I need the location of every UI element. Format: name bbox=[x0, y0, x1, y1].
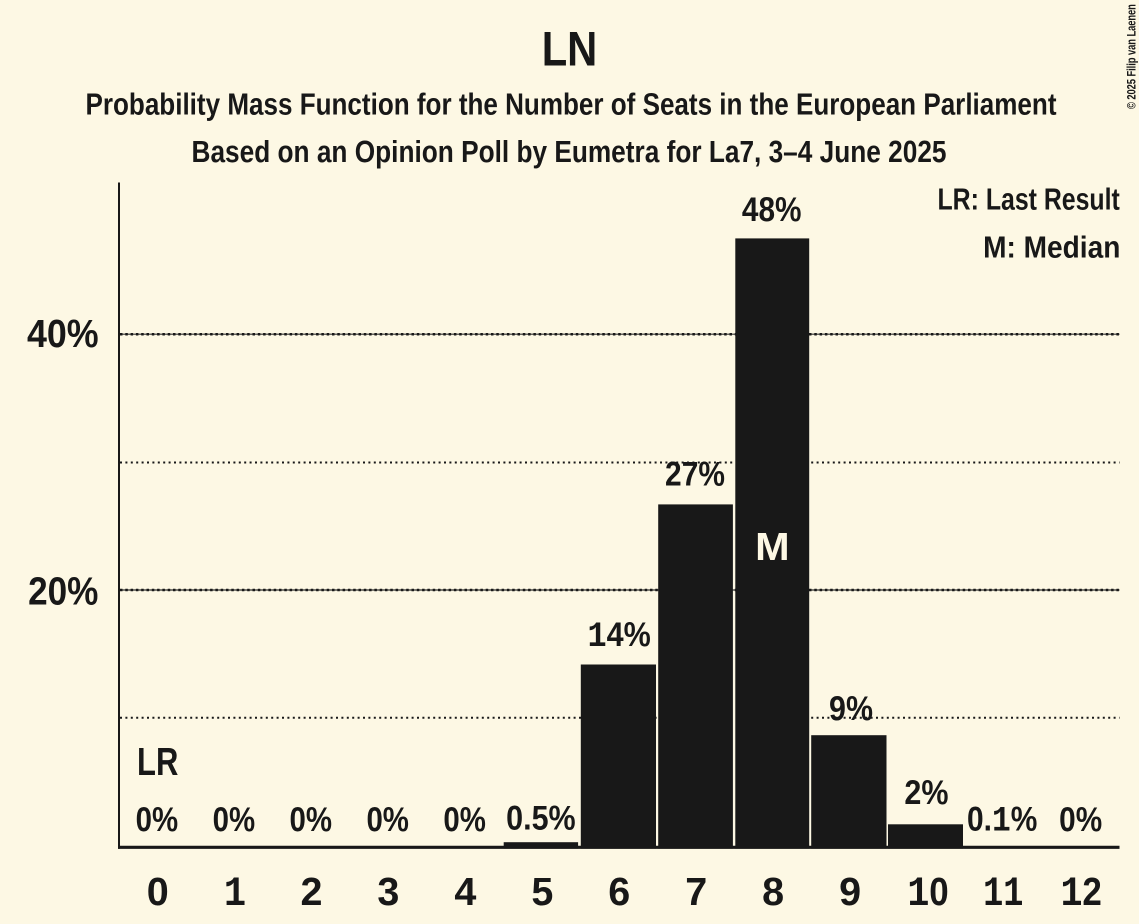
svg-text:Probability Mass Function for: Probability Mass Function for the Number… bbox=[86, 88, 1057, 122]
svg-text:6: 6 bbox=[608, 870, 630, 914]
svg-text:0.1%: 0.1% bbox=[967, 801, 1037, 839]
svg-text:0%: 0% bbox=[136, 801, 179, 839]
svg-text:2%: 2% bbox=[904, 774, 948, 812]
svg-text:LR: LR bbox=[137, 740, 179, 784]
svg-text:11: 11 bbox=[983, 870, 1023, 914]
svg-text:0%: 0% bbox=[213, 801, 256, 839]
svg-text:0%: 0% bbox=[366, 801, 409, 839]
svg-text:0: 0 bbox=[147, 870, 169, 914]
svg-text:LR: Last Result: LR: Last Result bbox=[938, 182, 1120, 216]
svg-text:0.5%: 0.5% bbox=[506, 799, 576, 837]
svg-text:4: 4 bbox=[454, 870, 477, 914]
svg-text:27%: 27% bbox=[665, 455, 725, 493]
svg-text:Based on an Opinion Poll by Eu: Based on an Opinion Poll by Eumetra for … bbox=[192, 135, 947, 169]
svg-text:8: 8 bbox=[762, 870, 784, 914]
svg-text:5: 5 bbox=[531, 870, 553, 914]
svg-text:0%: 0% bbox=[290, 801, 333, 839]
svg-text:M: M bbox=[755, 525, 790, 569]
svg-text:M: Median: M: Median bbox=[983, 231, 1120, 265]
svg-text:7: 7 bbox=[685, 870, 707, 914]
svg-text:2: 2 bbox=[301, 870, 323, 914]
svg-text:12: 12 bbox=[1061, 870, 1102, 914]
svg-text:10: 10 bbox=[907, 870, 948, 914]
svg-text:48%: 48% bbox=[742, 191, 802, 229]
svg-text:9%: 9% bbox=[829, 690, 873, 728]
svg-text:3: 3 bbox=[377, 870, 399, 914]
svg-text:14%: 14% bbox=[588, 616, 651, 654]
svg-text:9: 9 bbox=[839, 870, 861, 914]
svg-text:0%: 0% bbox=[1059, 801, 1102, 839]
svg-text:0%: 0% bbox=[443, 801, 486, 839]
svg-text:20%: 20% bbox=[28, 569, 98, 613]
svg-text:© 2025 Filip van Laenen: © 2025 Filip van Laenen bbox=[1125, 4, 1139, 109]
svg-text:1: 1 bbox=[224, 870, 246, 914]
svg-text:40%: 40% bbox=[27, 312, 99, 356]
svg-text:LN: LN bbox=[542, 23, 598, 77]
